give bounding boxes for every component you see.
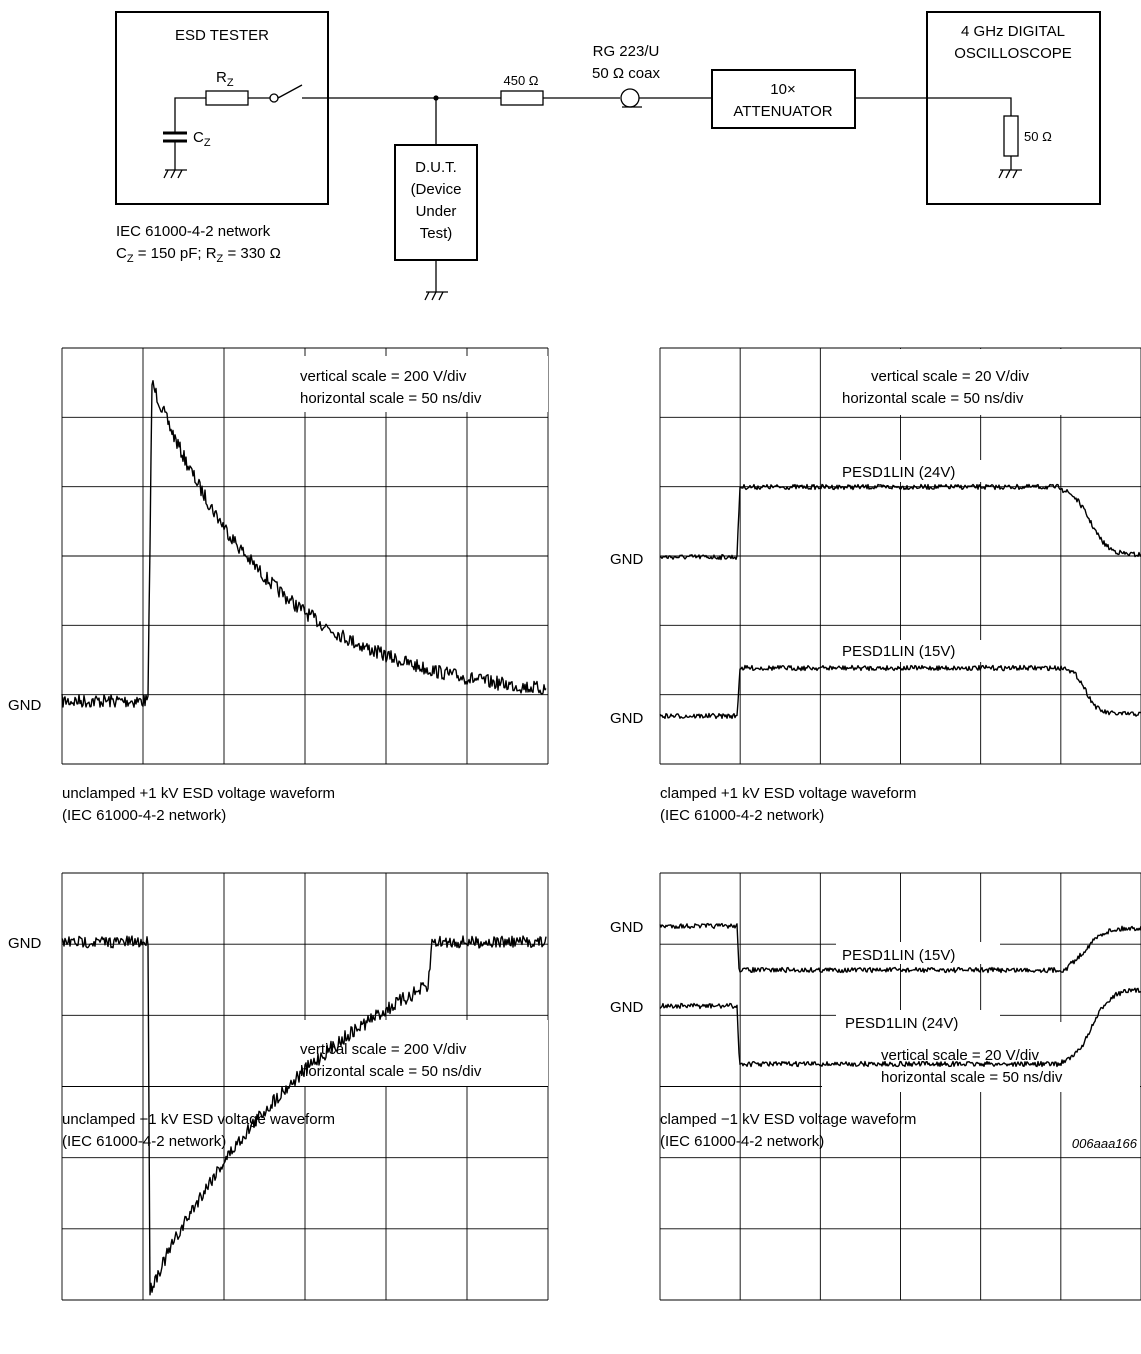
attenuator-label-1: 10× [770, 81, 795, 98]
vertical-scale-label: vertical scale = 20 V/div [871, 368, 1029, 385]
scale-label-background [260, 356, 548, 412]
trace-label-24v: PESD1LIN (24V) [842, 464, 955, 481]
scale-label-background [260, 1020, 548, 1086]
waveform-panel-clamped-negative: vertical scale = 20 V/div horizontal sca… [610, 872, 1141, 1301]
oscilloscope-label-1: 4 GHz DIGITAL [961, 23, 1065, 40]
panel-caption-1: clamped −1 kV ESD voltage waveform [660, 1111, 916, 1128]
main-wire-4 [855, 97, 1012, 116]
network-caption-1: IEC 61000-4-2 network [116, 223, 271, 240]
waveform-trace [61, 935, 547, 1296]
vertical-scale-label: vertical scale = 20 V/div [881, 1047, 1039, 1064]
ground-icon [424, 291, 448, 301]
waveform-trace-24v [659, 987, 1141, 1068]
coax-icon [620, 88, 642, 108]
panel-caption-1: unclamped −1 kV ESD voltage waveform [62, 1111, 335, 1128]
waveform-trace-15v [659, 922, 1141, 974]
scale-label-background [822, 1022, 1140, 1092]
trace-label-15v: PESD1LIN (15V) [842, 643, 955, 660]
dut-line-3: Under [416, 203, 457, 220]
panel-caption-2: (IEC 61000-4-2 network) [62, 807, 226, 824]
trace-label-background [836, 640, 1000, 662]
panel-caption-1: unclamped +1 kV ESD voltage waveform [62, 785, 335, 802]
horizontal-scale-label: horizontal scale = 50 ns/div [300, 1063, 482, 1080]
ground-icon [163, 169, 187, 179]
gnd-label: GND [610, 710, 644, 727]
trace-label-15v: PESD1LIN (15V) [842, 947, 955, 964]
trace-label-background [836, 460, 1000, 482]
oscilloscope-box [926, 11, 1101, 205]
tester-wire-left [174, 97, 206, 133]
esd-tester-box [115, 11, 329, 205]
panel-caption-2: (IEC 61000-4-2 network) [62, 1133, 226, 1150]
attenuator-label-2: ATTENUATOR [733, 103, 832, 120]
horizontal-scale-label: horizontal scale = 50 ns/div [300, 390, 482, 407]
coax-label-1: RG 223/U [593, 43, 660, 60]
gnd-label: GND [8, 935, 42, 952]
panel-caption-1: clamped +1 kV ESD voltage waveform [660, 785, 916, 802]
scope-resistor [1003, 115, 1019, 157]
gnd-label: GND [610, 919, 644, 936]
waveform-panel-unclamped-positive: vertical scale = 200 V/div horizontal sc… [8, 347, 549, 824]
waveform-trace [61, 380, 547, 708]
scale-label-background [822, 349, 1140, 415]
scope-grid [61, 872, 549, 1301]
trace-label-background [836, 1010, 1000, 1032]
waveform-trace-24v [659, 483, 1141, 561]
esd-tester-title: ESD TESTER [175, 27, 269, 44]
oscilloscope-label-2: OSCILLOSCOPE [954, 45, 1072, 62]
horizontal-scale-label: horizontal scale = 50 ns/div [881, 1069, 1063, 1086]
scope-resistor-label: 50 Ω [1024, 129, 1052, 144]
ground-icon [998, 169, 1022, 179]
vertical-scale-label: vertical scale = 200 V/div [300, 1041, 467, 1058]
resistor-450-label: 450 Ω [503, 73, 538, 88]
figure-code: 006aaa166 [1072, 1136, 1138, 1151]
rz-label: RZ [216, 69, 234, 89]
vertical-scale-label: vertical scale = 200 V/div [300, 368, 467, 385]
coax-label-2: 50 Ω coax [592, 65, 660, 82]
network-caption-2: CZ = 150 pF; RZ = 330 Ω [116, 245, 281, 265]
switch-blade [277, 84, 303, 99]
test-schematic: ESD TESTER RZ CZ IEC 61000-4-2 network C… [115, 11, 1101, 301]
cz-label: CZ [193, 129, 211, 149]
panel-caption-2: (IEC 61000-4-2 network) [660, 1133, 824, 1150]
attenuator-box [711, 69, 856, 129]
trace-label-background [836, 942, 1000, 964]
scope-grid [61, 347, 549, 765]
gnd-label: GND [610, 551, 644, 568]
horizontal-scale-label: horizontal scale = 50 ns/div [842, 390, 1024, 407]
dut-line-2: (Device [411, 181, 462, 198]
waveform-panel-clamped-positive: vertical scale = 20 V/div horizontal sca… [610, 347, 1141, 824]
trace-label-24v: PESD1LIN (24V) [845, 1015, 958, 1032]
dut-line-1: D.U.T. [415, 159, 457, 176]
panel-caption-2: (IEC 61000-4-2 network) [660, 807, 824, 824]
gnd-label: GND [610, 999, 644, 1016]
waveform-panel-unclamped-negative: vertical scale = 200 V/div horizontal sc… [8, 872, 549, 1301]
resistor-450 [500, 90, 544, 106]
dut-line-4: Test) [420, 225, 453, 242]
switch-contact [269, 93, 279, 103]
gnd-label: GND [8, 697, 42, 714]
waveform-trace-15v [659, 664, 1141, 720]
rz-resistor [205, 90, 249, 106]
